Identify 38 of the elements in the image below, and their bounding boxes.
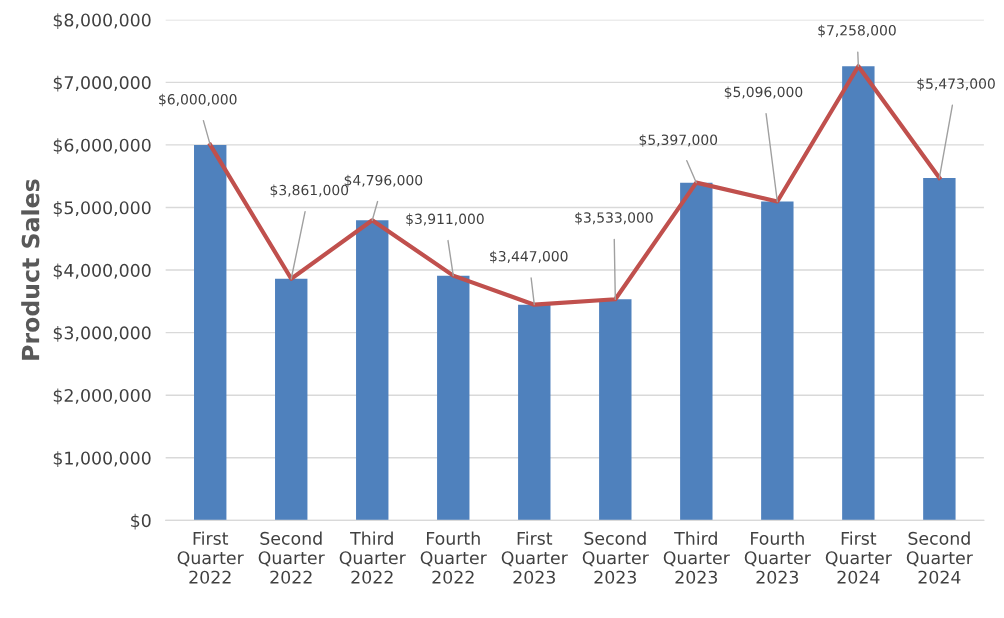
bar [518,304,551,521]
y-tick-label: $7,000,000 [53,75,151,92]
data-label: $3,911,000 [406,213,484,226]
y-tick-label: $2,000,000 [53,388,151,405]
bar [599,299,632,521]
data-label: $6,000,000 [159,93,237,107]
data-label: $3,533,000 [575,212,653,225]
data-label: $5,096,000 [724,86,803,100]
y-tick-label: $1,000,000 [53,451,151,467]
y-tick-label: $0 [131,513,151,530]
data-label: $3,447,000 [490,250,568,264]
x-tick-label: First Quarter 2022 [177,531,244,584]
bar [275,278,308,521]
y-tick-label: $4,000,000 [53,263,151,280]
bar [842,66,875,521]
bar [356,220,389,521]
y-tick-label: $3,000,000 [53,326,151,342]
y-tick-label: $5,000,000 [53,200,151,217]
bar [194,144,227,521]
x-tick-label: Second Quarter 2023 [582,531,649,584]
y-axis-title: Product Sales [21,179,40,360]
x-tick-label: Fourth Quarter 2023 [744,531,811,584]
y-tick-label: $6,000,000 [53,138,151,155]
bar [923,177,956,521]
x-tick-label: Third Quarter 2022 [339,531,406,584]
x-tick-label: Fourth Quarter 2022 [420,531,487,584]
bar [680,182,713,521]
x-tick-label: Second Quarter 2024 [906,531,973,584]
y-tick-label: $8,000,000 [53,13,151,29]
x-tick-label: Second Quarter 2022 [258,531,325,584]
x-tick-label: Third Quarter 2023 [663,531,730,584]
data-label: $7,258,000 [818,24,896,38]
data-label: $5,473,000 [917,78,995,91]
x-tick-label: First Quarter 2024 [825,531,892,584]
bar [761,201,794,521]
x-tick-label: First Quarter 2023 [501,531,568,584]
bar [437,275,470,521]
data-label: $5,397,000 [639,134,718,147]
